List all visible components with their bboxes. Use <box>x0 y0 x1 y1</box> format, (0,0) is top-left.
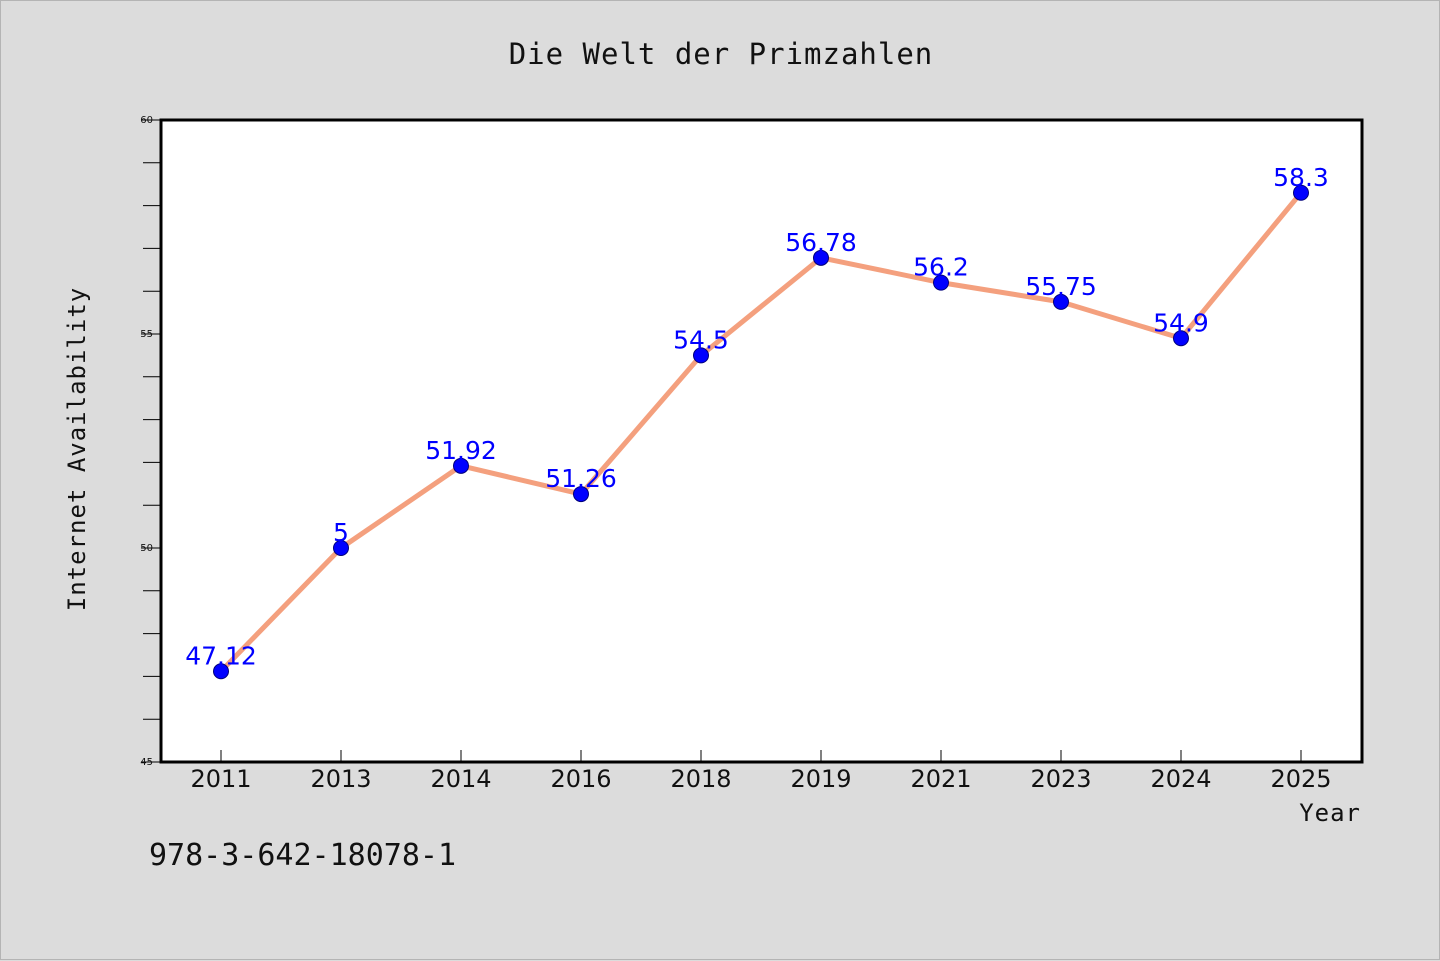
data-label: 51.26 <box>545 464 617 493</box>
data-label: 54.9 <box>1153 308 1209 337</box>
y-tick-label: 55 <box>140 329 153 340</box>
data-point <box>573 486 589 503</box>
data-label: 58.3 <box>1273 163 1329 192</box>
data-point <box>333 540 349 556</box>
data-point <box>1053 293 1069 310</box>
chart-title: Die Welt der Primzahlen <box>509 37 934 71</box>
series-group: 47.12 5 51.92 51.26 54.5 56.78 56.2 55.75 54.9 58… <box>185 163 1329 680</box>
x-tick-label: 2024 <box>1150 765 1211 793</box>
x-tick-label: 2011 <box>190 765 251 793</box>
x-tick-label: 2019 <box>790 765 851 793</box>
data-point <box>213 663 229 680</box>
y-tick-label: 60 <box>140 115 153 126</box>
y-axis-title: Internet Availability <box>63 287 91 611</box>
plot-area <box>159 118 1364 764</box>
data-label: 5 <box>333 518 349 547</box>
x-tick-label: 2023 <box>1030 765 1091 793</box>
data-label: 56.2 <box>913 253 969 282</box>
y-tick-label: 45 <box>140 757 153 768</box>
y-axis: 45 50 55 60 <box>140 115 161 768</box>
data-point <box>453 457 469 474</box>
data-label: 54.5 <box>673 325 729 354</box>
series-line <box>218 190 1304 674</box>
data-label: 51.92 <box>425 436 497 465</box>
x-tick-label: 2013 <box>310 765 371 793</box>
data-point <box>1293 184 1309 201</box>
data-label: 55.75 <box>1025 272 1097 301</box>
x-axis-title: Year <box>1299 799 1361 827</box>
data-point <box>1173 330 1189 347</box>
x-tick-label: 2025 <box>1270 765 1331 793</box>
isbn-label: 978-3-642-18078-1 <box>149 838 456 873</box>
data-point <box>933 274 949 291</box>
x-tick-label: 2014 <box>430 765 491 793</box>
x-tick-label: 2016 <box>550 765 611 793</box>
data-point <box>813 249 829 266</box>
x-axis: 2011 2013 2014 2016 2018 2019 2021 2023 2024 2025 <box>190 750 1332 793</box>
x-tick-label: 2021 <box>910 765 971 793</box>
data-point <box>693 347 709 364</box>
data-label: 56.78 <box>785 228 857 257</box>
data-label: 47.12 <box>185 641 257 670</box>
x-tick-label: 2018 <box>670 765 731 793</box>
y-tick-label: 50 <box>140 543 153 554</box>
